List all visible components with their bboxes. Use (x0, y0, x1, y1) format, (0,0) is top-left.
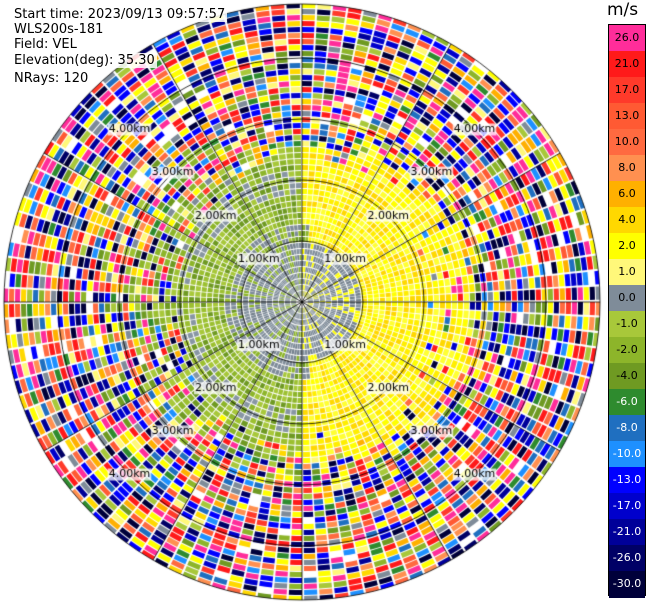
colorbar-tick-label: 2.0 (618, 239, 636, 252)
colorbar-tick-label: -1.0 (616, 317, 638, 330)
colorbar-segment (609, 337, 645, 364)
colorbar-tick-label: -17.0 (612, 499, 642, 512)
colorbar-tick-label: 8.0 (618, 161, 636, 174)
colorbar-segment (609, 259, 645, 286)
colorbar-segment (609, 571, 645, 598)
colorbar-segment (609, 129, 645, 156)
colorbar-tick-label: 1.0 (618, 265, 636, 278)
colorbar-tick-label: -2.0 (616, 343, 638, 356)
station-label: WLS200s-181 (12, 22, 106, 37)
colorbar-segment (609, 207, 645, 234)
colorbar-segment (609, 77, 645, 104)
colorbar-segment (609, 441, 645, 468)
colorbar-segment (609, 103, 645, 130)
colorbar-tick-label: 13.0 (614, 109, 640, 122)
colorbar-tick-label: 6.0 (618, 187, 636, 200)
colorbar-tick-label: 4.0 (618, 213, 636, 226)
colorbar-segment (609, 519, 645, 546)
colorbar-tick-label: 10.0 (614, 135, 640, 148)
colorbar-segment (609, 233, 645, 260)
colorbar-segment (609, 389, 645, 416)
colorbar-segment (609, 51, 645, 78)
colorbar-segment (609, 493, 645, 520)
colorbar-unit: m/s (607, 0, 639, 20)
ppi-velocity-plot (0, 0, 605, 607)
colorbar-segment (609, 311, 645, 338)
colorbar-tick-label: 0.0 (618, 291, 636, 304)
colorbar-segment (609, 181, 645, 208)
colorbar-tick-label: -6.0 (616, 395, 638, 408)
colorbar-tick-label: 21.0 (614, 57, 640, 70)
colorbar-tick-label: -21.0 (612, 525, 642, 538)
colorbar-segment (609, 25, 645, 52)
colorbar-tick-label: 26.0 (614, 31, 640, 44)
colorbar-tick-label: 17.0 (614, 83, 640, 96)
colorbar-tick-label: -30.0 (612, 577, 642, 590)
colorbar-segment (609, 415, 645, 442)
nrays-label: NRays: 120 (12, 71, 91, 86)
colorbar-segment (609, 363, 645, 390)
colorbar: 26.0 21.0 17.0 13.0 10.0 8.0 6.0 4.0 2.0 1.0 0.0 -1… (608, 24, 646, 598)
colorbar-tick-label: -10.0 (612, 447, 642, 460)
colorbar-segment (609, 285, 645, 312)
start-time-label: Start time: 2023/09/13 09:57:57 (12, 7, 228, 22)
colorbar-tick-label: -4.0 (616, 369, 638, 382)
colorbar-segment (609, 545, 645, 572)
colorbar-segment (609, 155, 645, 182)
colorbar-segment (609, 467, 645, 494)
elevation-label: Elevation(deg): 35.30 (12, 53, 157, 68)
colorbar-tick-label: -26.0 (612, 551, 642, 564)
colorbar-tick-label: -13.0 (612, 473, 642, 486)
field-label: Field: VEL (12, 37, 79, 52)
colorbar-tick-label: -8.0 (616, 421, 638, 434)
